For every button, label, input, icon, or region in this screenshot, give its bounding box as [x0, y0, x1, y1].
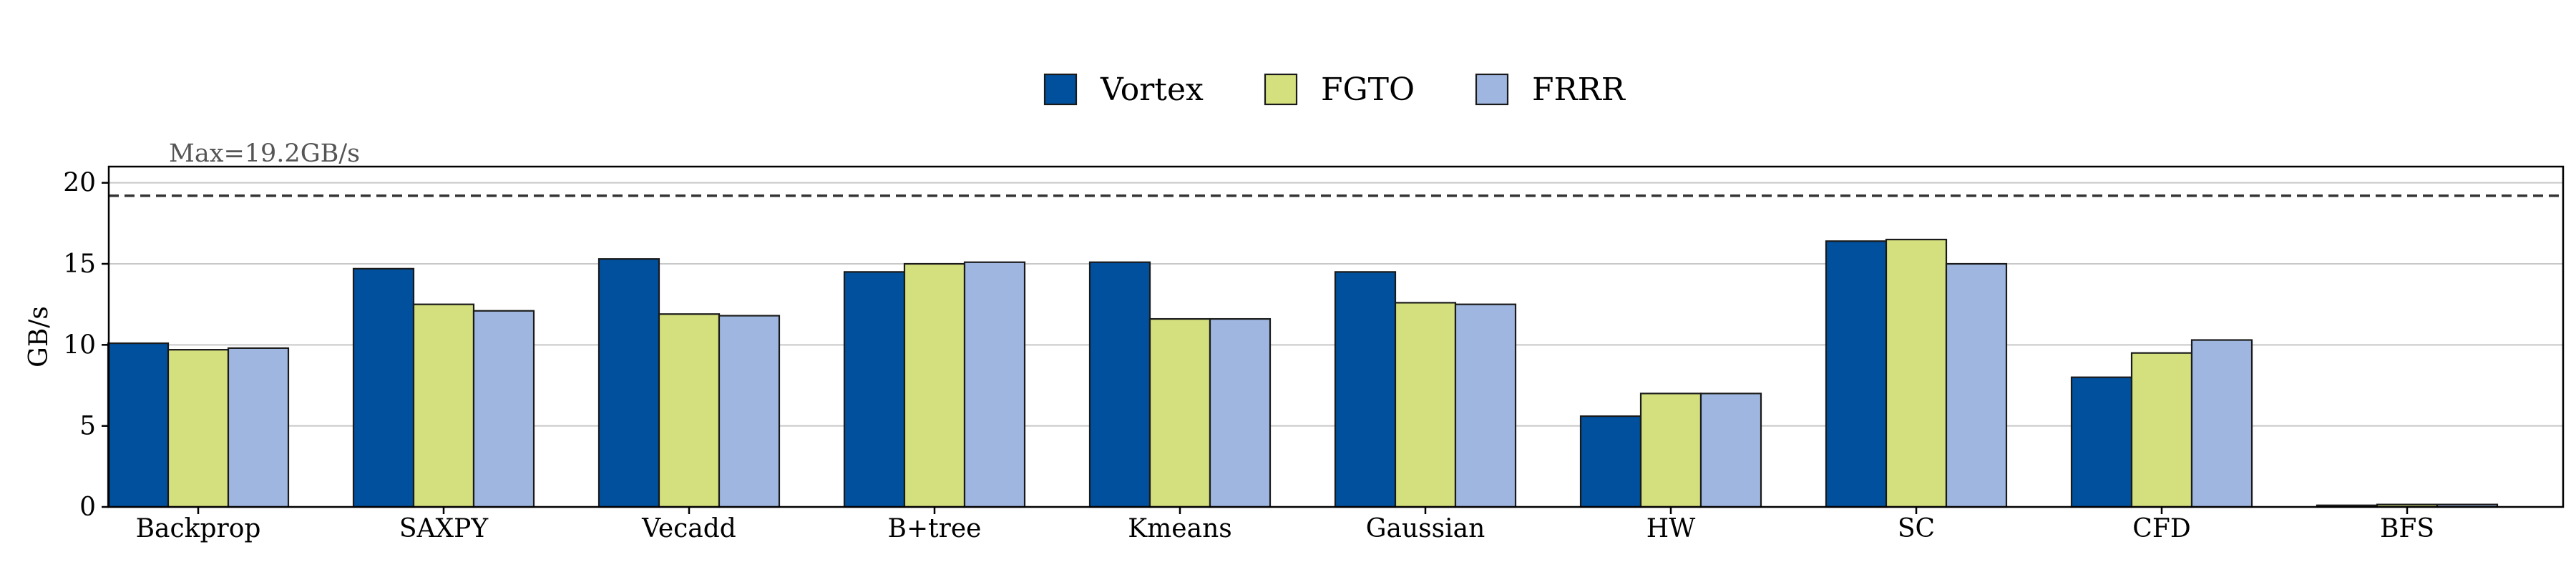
x-tick-label: Backprop [136, 514, 261, 543]
bar-saxpy-vortex [352, 267, 415, 508]
bar-saxpy-frrr [472, 310, 535, 508]
y-axis-label: GB/s [24, 306, 54, 368]
y-tick-label-5: 5 [79, 412, 96, 441]
legend-swatch-frrr [1475, 73, 1509, 106]
bar-hw-frrr [1699, 393, 1762, 508]
max-bandwidth-label: Max=19.2GB/s [169, 139, 360, 168]
x-tick-label: Vecadd [641, 514, 736, 543]
y-tick-label-20: 20 [63, 169, 96, 198]
bar-saxpy-fgto [412, 303, 475, 508]
x-tick-label: Kmeans [1128, 514, 1231, 543]
bar-b-tree-vortex [843, 271, 906, 508]
y-axis: 0 5 10 15 20 [63, 169, 109, 522]
y-tick-label-0: 0 [79, 493, 96, 522]
bar-b-tree-fgto [903, 262, 966, 508]
legend-label-frrr: FRRR [1532, 72, 1626, 108]
plot-frame [107, 165, 2565, 508]
bar-cfd-frrr [2190, 339, 2253, 508]
x-axis: Backprop SAXPY Vecadd B+tree Kmeans Gaussian H… [136, 507, 2434, 543]
bar-vecadd-vortex [597, 258, 660, 508]
y-tick-label-15: 15 [63, 250, 96, 279]
legend-label-fgto: FGTO [1321, 72, 1415, 108]
bar-gaussian-vortex [1334, 271, 1397, 508]
bar-sc-frrr [1945, 262, 2008, 508]
bar-cfd-vortex [2070, 376, 2133, 508]
bar-gaussian-fgto [1394, 302, 1457, 508]
bar-gaussian-frrr [1454, 303, 1517, 508]
bar-hw-fgto [1639, 393, 1702, 508]
x-tick-label: SC [1898, 514, 1935, 543]
bar-kmeans-fgto [1148, 317, 1211, 508]
reference-line-group: Max=19.2GB/s [109, 139, 2563, 197]
bar-backprop-frrr [227, 347, 290, 508]
bar-backprop-vortex [107, 342, 170, 508]
legend-label-vortex: Vortex [1100, 72, 1204, 108]
x-tick-label: SAXPY [399, 514, 489, 543]
bar-sc-vortex [1825, 240, 1888, 508]
bar-kmeans-vortex [1088, 261, 1151, 508]
bar-kmeans-frrr [1209, 317, 1272, 508]
legend-swatch-fgto [1264, 73, 1298, 106]
bar-backprop-fgto [167, 349, 230, 508]
bar-b-tree-frrr [963, 261, 1026, 508]
x-tick-label: BFS [2380, 514, 2434, 543]
x-tick-label: HW [1646, 514, 1695, 543]
bar-cfd-fgto [2130, 352, 2193, 508]
x-tick-label: Gaussian [1366, 514, 1485, 543]
bar-hw-vortex [1579, 415, 1642, 508]
bar-vecadd-frrr [718, 315, 781, 508]
bar-sc-fgto [1885, 238, 1948, 508]
x-tick-label: CFD [2132, 514, 2190, 543]
bar-vecadd-fgto [658, 313, 721, 508]
y-tick-label-10: 10 [63, 330, 96, 360]
legend-swatch-vortex [1043, 73, 1078, 106]
legend: Vortex FGTO FRRR [1043, 72, 1626, 108]
bars [107, 238, 2499, 508]
x-tick-label: B+tree [888, 514, 982, 543]
